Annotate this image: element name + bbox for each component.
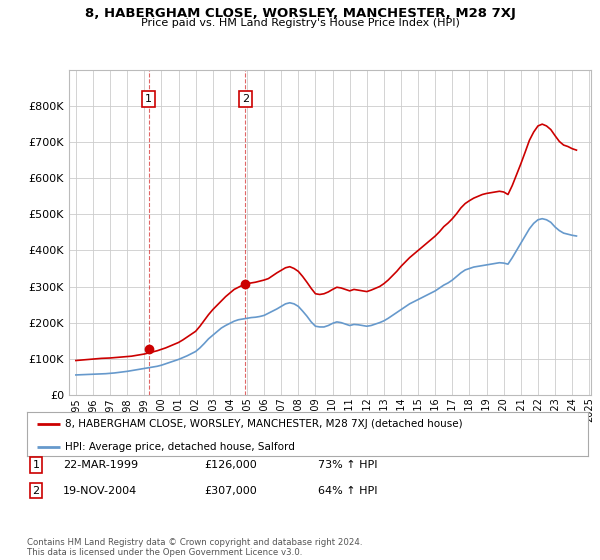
Text: 2: 2: [32, 486, 40, 496]
Text: 64% ↑ HPI: 64% ↑ HPI: [318, 486, 377, 496]
Text: £307,000: £307,000: [204, 486, 257, 496]
Text: 8, HABERGHAM CLOSE, WORSLEY, MANCHESTER, M28 7XJ: 8, HABERGHAM CLOSE, WORSLEY, MANCHESTER,…: [85, 7, 515, 20]
Text: 1: 1: [145, 94, 152, 104]
Text: 73% ↑ HPI: 73% ↑ HPI: [318, 460, 377, 470]
Text: Price paid vs. HM Land Registry's House Price Index (HPI): Price paid vs. HM Land Registry's House …: [140, 18, 460, 28]
Text: 2: 2: [242, 94, 249, 104]
Text: 8, HABERGHAM CLOSE, WORSLEY, MANCHESTER, M28 7XJ (detached house): 8, HABERGHAM CLOSE, WORSLEY, MANCHESTER,…: [65, 419, 463, 429]
Text: 1: 1: [32, 460, 40, 470]
Text: 22-MAR-1999: 22-MAR-1999: [63, 460, 138, 470]
Text: £126,000: £126,000: [204, 460, 257, 470]
Text: 19-NOV-2004: 19-NOV-2004: [63, 486, 137, 496]
Text: Contains HM Land Registry data © Crown copyright and database right 2024.
This d: Contains HM Land Registry data © Crown c…: [27, 538, 362, 557]
Text: HPI: Average price, detached house, Salford: HPI: Average price, detached house, Salf…: [65, 441, 295, 451]
